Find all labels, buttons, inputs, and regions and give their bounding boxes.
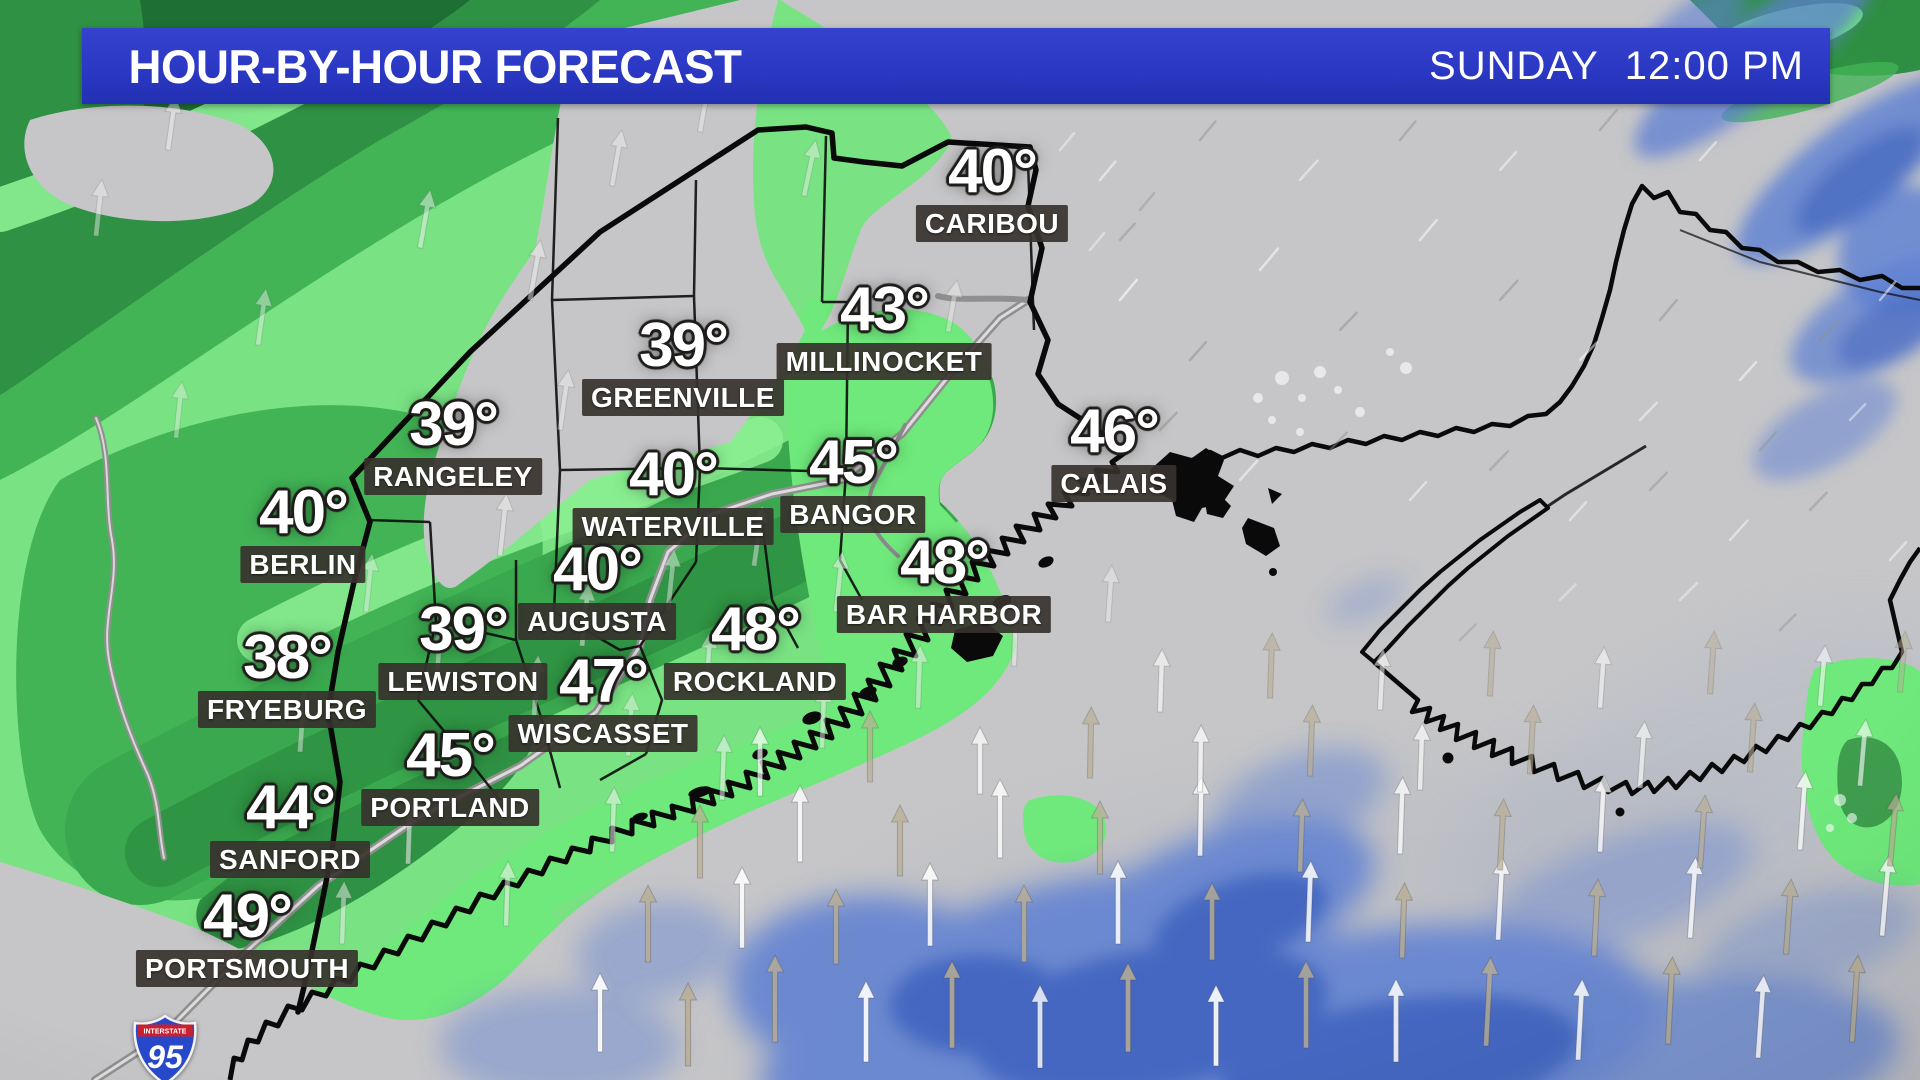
station: 44° SANFORD [210, 777, 370, 878]
station-name-box: BAR HARBOR [836, 596, 1052, 633]
station: 40° AUGUSTA [518, 539, 676, 640]
shield-top-label: INTERSTATE [144, 1029, 187, 1036]
station: 38° FRYEBURG [197, 623, 377, 728]
station: 40° BERLIN [240, 478, 366, 583]
station: 39° LEWISTON [378, 595, 548, 700]
forecast-time: 12:00 PM [1624, 43, 1804, 88]
station-temp: 40° [629, 440, 719, 509]
shield-number: 95 [147, 1039, 184, 1075]
station: 45° PORTLAND [361, 725, 539, 826]
station-name-box: FRYEBURG [197, 691, 377, 728]
station-temp: 43° [840, 275, 930, 344]
station-name-box: PORTSMOUTH [135, 950, 359, 987]
station-temp: 47° [559, 647, 649, 716]
station-temp: 46° [1070, 397, 1160, 466]
station-temp: 40° [948, 137, 1038, 206]
station-name-box: RANGELEY [364, 458, 542, 495]
station: 39° RANGELEY [364, 394, 542, 495]
station-temp: 39° [419, 595, 509, 664]
station-temp: 38° [243, 623, 333, 692]
station: 45° BANGOR [780, 428, 926, 533]
station: 39° GREENVILLE [582, 315, 784, 416]
header-bar: HOUR-BY-HOUR FORECAST SUNDAY 12:00 PM [82, 28, 1830, 104]
station-name-box: LEWISTON [378, 663, 548, 700]
station-name-box: WATERVILLE [572, 508, 774, 545]
station: 48° BAR HARBOR [836, 528, 1052, 633]
station-name-box: PORTLAND [361, 789, 539, 826]
station-temp: 39° [639, 311, 729, 380]
station: 43° MILLINOCKET [776, 275, 992, 380]
station-temp: 40° [259, 478, 349, 547]
interstate-95-shield: INTERSTATE 95 [133, 1014, 197, 1080]
station: 48° ROCKLAND [663, 595, 847, 700]
station-name-box: SANFORD [210, 841, 370, 878]
header-datetime: SUNDAY 12:00 PM [1429, 44, 1830, 89]
station-temp: 49° [203, 882, 293, 951]
station-name-box: GREENVILLE [582, 379, 784, 416]
station-name-box: CARIBOU [915, 205, 1069, 242]
station: 46° CALAIS [1051, 397, 1177, 502]
station-name-box: MILLINOCKET [776, 343, 992, 380]
forecast-day: SUNDAY [1429, 43, 1599, 88]
station-temp: 44° [246, 773, 336, 842]
page-title: HOUR-BY-HOUR FORECAST [128, 39, 742, 93]
station-name-box: ROCKLAND [663, 663, 847, 700]
station-name-box: BANGOR [780, 496, 926, 533]
station: 40° CARIBOU [915, 137, 1069, 242]
station-temp: 48° [900, 528, 990, 597]
station-name-box: AUGUSTA [518, 603, 676, 640]
station-temp: 45° [406, 721, 496, 790]
station-temp: 39° [409, 390, 499, 459]
station-temp: 40° [553, 535, 643, 604]
station-name-box: WISCASSET [508, 715, 698, 752]
station-name-box: BERLIN [240, 546, 366, 583]
station-name-box: CALAIS [1051, 465, 1177, 502]
station: 49° PORTSMOUTH [135, 882, 359, 987]
station: 47° WISCASSET [508, 647, 698, 752]
station-temp: 45° [809, 428, 899, 497]
station: 40° WATERVILLE [572, 440, 774, 545]
station-temp: 48° [711, 595, 801, 664]
